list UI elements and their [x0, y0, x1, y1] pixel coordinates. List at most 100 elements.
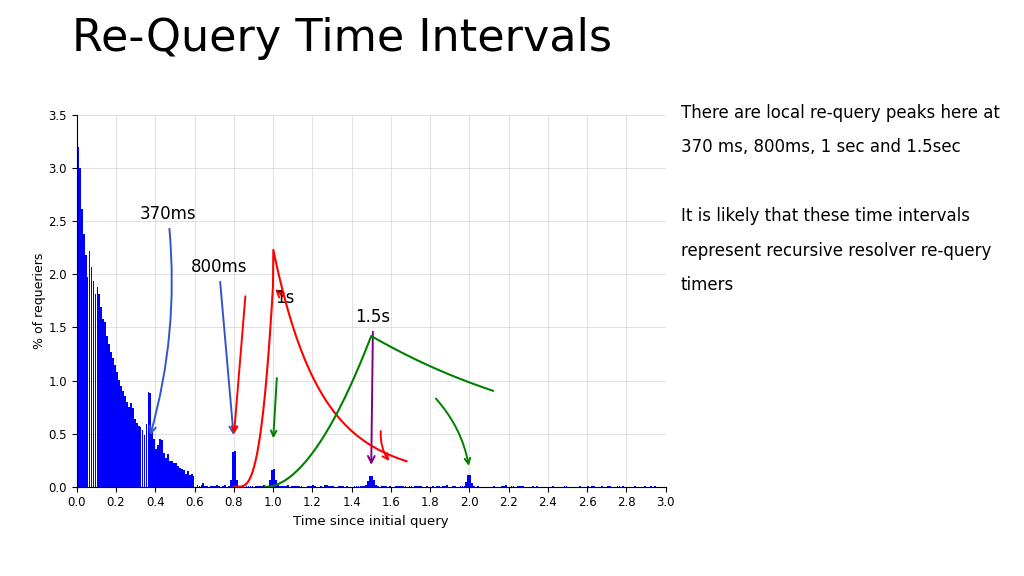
Bar [113, 358, 114, 487]
Bar [445, 486, 447, 487]
Bar [275, 480, 276, 487]
Bar [147, 392, 150, 487]
Y-axis label: % of requeriers: % of requeriers [33, 253, 46, 349]
Bar [134, 419, 135, 487]
Bar [150, 393, 152, 487]
Bar [161, 440, 163, 487]
Bar [167, 454, 169, 487]
Bar [165, 457, 167, 487]
Bar [366, 484, 368, 487]
Bar [233, 451, 236, 487]
Bar [616, 486, 618, 487]
Bar [120, 386, 122, 487]
Bar [163, 453, 165, 487]
Text: 370ms: 370ms [139, 205, 197, 433]
Text: There are local re-query peaks here at: There are local re-query peaks here at [681, 104, 999, 122]
Bar [454, 486, 456, 487]
Bar [242, 485, 244, 487]
Bar [139, 427, 141, 487]
Bar [177, 466, 179, 487]
Bar [269, 480, 271, 487]
Bar [419, 486, 420, 487]
Bar [203, 483, 205, 487]
Bar [297, 486, 299, 487]
Bar [201, 486, 203, 487]
Bar [100, 307, 102, 487]
Bar [171, 461, 173, 487]
Bar [169, 461, 171, 487]
Bar [85, 255, 87, 487]
Bar [250, 486, 252, 487]
Bar [265, 486, 267, 487]
Bar [377, 486, 379, 487]
Bar [109, 344, 111, 487]
Bar [118, 380, 120, 487]
Bar [81, 209, 83, 487]
Bar [267, 486, 269, 487]
Bar [92, 282, 94, 487]
Bar [240, 486, 242, 487]
Bar [438, 486, 440, 487]
Bar [325, 485, 326, 487]
Bar [193, 476, 195, 487]
Bar [306, 486, 308, 487]
Bar [136, 423, 137, 487]
Bar [183, 469, 184, 487]
Bar [230, 480, 231, 487]
Bar [357, 486, 359, 487]
Bar [505, 486, 507, 487]
Bar [137, 426, 139, 487]
Bar [128, 407, 130, 487]
Bar [89, 251, 90, 487]
Text: 800ms: 800ms [190, 258, 247, 433]
Bar [246, 486, 248, 487]
Bar [287, 485, 289, 487]
Bar [228, 486, 229, 487]
Bar [79, 168, 81, 487]
Bar [375, 486, 377, 487]
Bar [513, 486, 514, 487]
Bar [312, 485, 314, 487]
Text: 370 ms, 800ms, 1 sec and 1.5sec: 370 ms, 800ms, 1 sec and 1.5sec [681, 138, 961, 156]
Bar [402, 486, 404, 487]
Bar [278, 485, 279, 487]
Bar [207, 486, 208, 487]
Bar [231, 452, 233, 487]
X-axis label: Time since initial query: Time since initial query [294, 515, 449, 528]
Bar [462, 486, 464, 487]
Bar [452, 486, 454, 487]
Bar [310, 486, 312, 487]
Bar [181, 469, 182, 487]
Bar [372, 476, 373, 487]
Text: It is likely that these time intervals: It is likely that these time intervals [681, 207, 970, 225]
Bar [332, 486, 334, 487]
Bar [96, 287, 98, 487]
Bar [102, 319, 104, 487]
Bar [395, 486, 396, 487]
Bar [370, 476, 371, 487]
Bar [532, 486, 535, 487]
Bar [314, 486, 316, 487]
Bar [98, 294, 100, 487]
Bar [83, 234, 85, 487]
Bar [87, 276, 88, 487]
Bar [464, 486, 465, 487]
Bar [273, 469, 275, 487]
Bar [152, 431, 154, 487]
Bar [122, 391, 124, 487]
Bar [94, 294, 96, 487]
Text: Re-Query Time Intervals: Re-Query Time Intervals [72, 17, 611, 60]
Bar [126, 402, 128, 487]
Bar [469, 475, 471, 487]
Bar [190, 474, 193, 487]
Bar [143, 435, 145, 487]
Bar [340, 486, 342, 487]
Text: 1s: 1s [275, 289, 295, 307]
Bar [607, 486, 608, 487]
Bar [124, 396, 126, 487]
Bar [263, 486, 265, 487]
Bar [173, 463, 175, 487]
Bar [467, 475, 469, 487]
Bar [77, 147, 79, 487]
Bar [271, 469, 273, 487]
